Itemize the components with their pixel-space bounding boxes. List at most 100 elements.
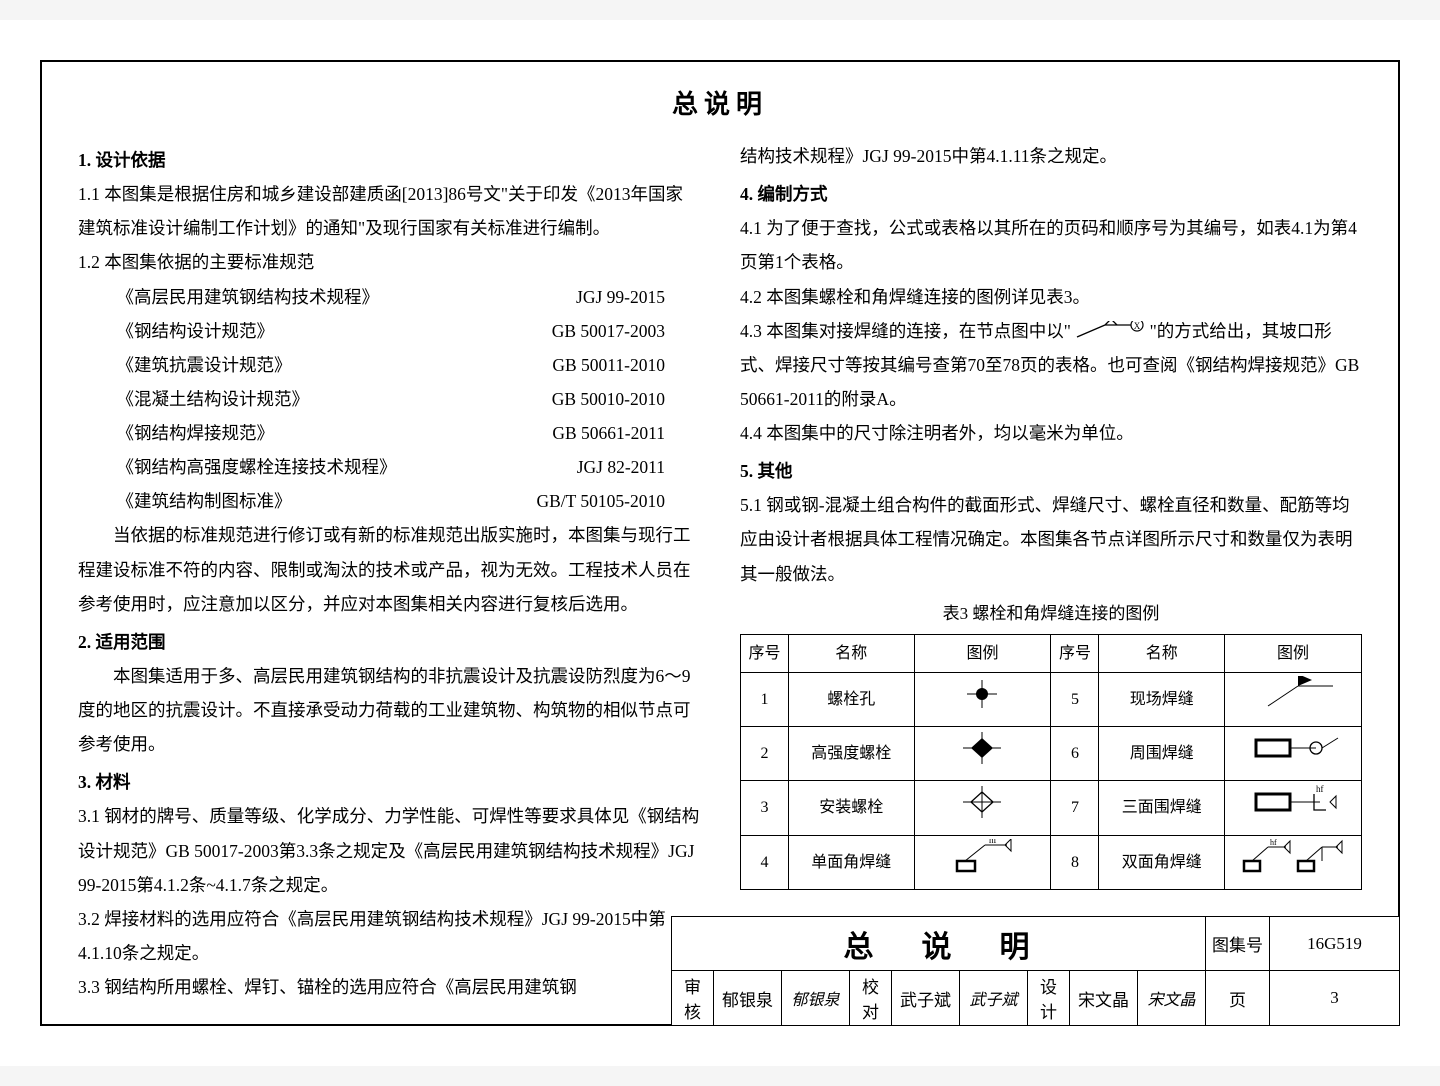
para-3-1: 3.1 钢材的牌号、质量等级、化学成分、力学性能、可焊性等要求具体见《钢结构设计…	[78, 799, 700, 901]
legend-symbol-icon	[1238, 730, 1348, 766]
para-4-4: 4.4 本图集中的尺寸除注明者外，均以毫米为单位。	[740, 416, 1362, 450]
standard-code: GB 50010-2010	[552, 382, 665, 416]
cell-symbol	[914, 672, 1051, 726]
standard-name: 《钢结构高强度螺栓连接技术规程》	[117, 450, 397, 484]
cell-idx: 6	[1051, 727, 1099, 781]
para-1-note: 当依据的标准规范进行修订或有新的标准规范出版实施时，本图集与现行工程建设标准不符…	[78, 518, 700, 620]
th-name-2: 名称	[1099, 634, 1225, 672]
th-name-1: 名称	[788, 634, 914, 672]
atlas-number: 16G519	[1270, 917, 1400, 971]
section-5-heading: 5. 其他	[740, 454, 1362, 488]
cell-symbol	[1224, 672, 1361, 726]
cell-idx: 3	[741, 781, 789, 835]
title-block-row-2: 审核 郁银泉 郁银泉 校对 武子斌 武子斌 设计 宋文晶 宋文晶 页 3	[672, 971, 1400, 1026]
page-title: 总说明	[78, 84, 1362, 121]
para-4-1: 4.1 为了便于查找，公式或表格以其所在的页码和顺序号为其编号，如表4.1为第4…	[740, 211, 1362, 279]
cell-name: 螺栓孔	[788, 672, 914, 726]
title-block-row-1: 总说明 图集号 16G519	[672, 917, 1400, 971]
standard-code: GB/T 50105-2010	[537, 484, 666, 518]
tb-check-label: 校对	[850, 971, 892, 1026]
standard-code: GB 50011-2010	[552, 348, 665, 382]
legend-symbol-icon: hf	[1238, 839, 1348, 875]
cell-symbol	[914, 727, 1051, 781]
standard-row: 《建筑结构制图标准》 GB/T 50105-2010	[78, 484, 700, 518]
standard-row: 《建筑抗震设计规范》 GB 50011-2010	[78, 348, 700, 382]
tb-design-label: 设计	[1028, 971, 1070, 1026]
page-number: 3	[1270, 971, 1400, 1026]
para-3-3-cont: 结构技术规程》JGJ 99-2015中第4.1.11条之规定。	[740, 139, 1362, 173]
para-4-2: 4.2 本图集螺栓和角焊缝连接的图例详见表3。	[740, 280, 1362, 314]
section-1-heading: 1. 设计依据	[78, 143, 700, 177]
cell-idx: 7	[1051, 781, 1099, 835]
standard-name: 《高层民用建筑钢结构技术规程》	[117, 280, 380, 314]
table-row: 4单面角焊缝hf8双面角焊缝hf	[741, 835, 1362, 889]
standard-name: 《建筑结构制图标准》	[117, 484, 292, 518]
cell-name: 双面角焊缝	[1099, 835, 1225, 889]
cell-name: 三面围焊缝	[1099, 781, 1225, 835]
para-1-1: 1.1 本图集是根据住房和城乡建设部建质函[2013]86号文"关于印发《201…	[78, 177, 700, 245]
table3-caption: 表3 螺栓和角焊缝连接的图例	[740, 597, 1362, 630]
tb-design-sig: 宋文晶	[1138, 971, 1206, 1026]
standard-name: 《混凝土结构设计规范》	[117, 382, 310, 416]
standard-code: GB 50661-2011	[552, 416, 665, 450]
cell-symbol	[914, 781, 1051, 835]
legend-symbol-icon	[927, 676, 1037, 712]
cell-name: 高强度螺栓	[788, 727, 914, 781]
para-2: 本图集适用于多、高层民用建筑钢结构的非抗震设计及抗震设防烈度为6～9度的地区的抗…	[78, 659, 700, 761]
standard-name: 《建筑抗震设计规范》	[117, 348, 292, 382]
cell-name: 现场焊缝	[1099, 672, 1225, 726]
atlas-label: 图集号	[1206, 917, 1270, 971]
para-4-3: 4.3 本图集对接焊缝的连接，在节点图中以" X "的方式给出，其坡口形式、焊接…	[740, 314, 1362, 416]
th-idx-2: 序号	[1051, 634, 1099, 672]
para-4-3-a: 4.3 本图集对接焊缝的连接，在节点图中以"	[740, 321, 1071, 341]
legend-symbol-icon	[1238, 676, 1348, 712]
tb-check-sig: 武子斌	[960, 971, 1028, 1026]
standard-name: 《钢结构焊接规范》	[117, 416, 275, 450]
right-column: 结构技术规程》JGJ 99-2015中第4.1.11条之规定。 4. 编制方式 …	[740, 139, 1362, 1016]
cell-idx: 4	[741, 835, 789, 889]
cell-idx: 1	[741, 672, 789, 726]
svg-text:hf: hf	[1316, 784, 1324, 794]
weld-symbol-inline-icon: X	[1075, 321, 1145, 341]
section-3-heading: 3. 材料	[78, 765, 700, 799]
standard-row: 《钢结构焊接规范》 GB 50661-2011	[78, 416, 700, 450]
legend-symbol-icon	[927, 730, 1037, 766]
table-row: 2高强度螺栓6周围焊缝	[741, 727, 1362, 781]
para-3-2: 3.2 焊接材料的选用应符合《高层民用建筑钢结构技术规程》JGJ 99-2015…	[78, 902, 700, 970]
table3-header-row: 序号 名称 图例 序号 名称 图例	[741, 634, 1362, 672]
th-sym-1: 图例	[914, 634, 1051, 672]
section-4-heading: 4. 编制方式	[740, 177, 1362, 211]
page-label: 页	[1206, 971, 1270, 1026]
drawing-frame: 总说明 1. 设计依据 1.1 本图集是根据住房和城乡建设部建质函[2013]8…	[40, 60, 1400, 1026]
standard-name: 《钢结构设计规范》	[117, 314, 275, 348]
title-block-title: 总说明	[672, 917, 1206, 971]
para-5-1: 5.1 钢或钢-混凝土组合构件的截面形式、焊缝尺寸、螺栓直径和数量、配筋等均应由…	[740, 488, 1362, 590]
tb-check-name: 武子斌	[892, 971, 960, 1026]
cell-symbol: hf	[914, 835, 1051, 889]
sheet: 总说明 1. 设计依据 1.1 本图集是根据住房和城乡建设部建质函[2013]8…	[0, 20, 1440, 1066]
left-column: 1. 设计依据 1.1 本图集是根据住房和城乡建设部建质函[2013]86号文"…	[78, 139, 700, 1016]
standard-row: 《钢结构高强度螺栓连接技术规程》 JGJ 82-2011	[78, 450, 700, 484]
tb-audit-label: 审核	[672, 971, 714, 1026]
cell-idx: 5	[1051, 672, 1099, 726]
body-columns: 1. 设计依据 1.1 本图集是根据住房和城乡建设部建质函[2013]86号文"…	[78, 139, 1362, 1016]
svg-text:hf: hf	[989, 839, 997, 845]
legend-symbol-icon: hf	[927, 839, 1037, 875]
para-1-2: 1.2 本图集依据的主要标准规范	[78, 245, 700, 279]
cell-symbol: hf	[1224, 781, 1361, 835]
th-sym-2: 图例	[1224, 634, 1361, 672]
standard-code: GB 50017-2003	[552, 314, 665, 348]
tb-design-name: 宋文晶	[1070, 971, 1138, 1026]
standard-row: 《钢结构设计规范》 GB 50017-2003	[78, 314, 700, 348]
section-2-heading: 2. 适用范围	[78, 625, 700, 659]
legend-symbol-icon: hf	[1238, 784, 1348, 820]
standard-code: JGJ 82-2011	[577, 450, 665, 484]
cell-symbol	[1224, 727, 1361, 781]
cell-name: 周围焊缝	[1099, 727, 1225, 781]
legend-symbol-icon	[927, 784, 1037, 820]
table-row: 3安装螺栓 7三面围焊缝 hf	[741, 781, 1362, 835]
standard-code: JGJ 99-2015	[576, 280, 665, 314]
cell-name: 安装螺栓	[788, 781, 914, 835]
svg-text:X: X	[1134, 321, 1141, 331]
tb-audit-name: 郁银泉	[714, 971, 782, 1026]
